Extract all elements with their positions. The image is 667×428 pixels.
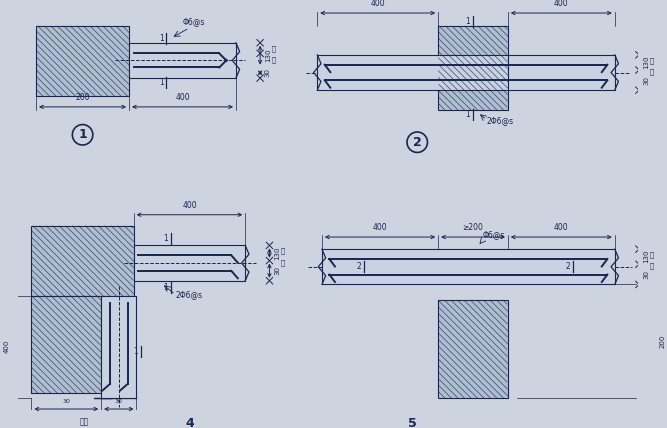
Bar (31, 226, 133, 296)
Text: 2: 2 (356, 262, 361, 271)
Text: 面: 面 (271, 56, 275, 63)
Text: Φ6@s: Φ6@s (482, 230, 505, 239)
Text: 面: 面 (650, 68, 654, 75)
Text: 1: 1 (466, 17, 470, 26)
Bar (36, 26, 129, 96)
Text: 5: 5 (408, 417, 417, 428)
Text: 130: 130 (644, 250, 650, 264)
Bar (438, 300, 508, 398)
Text: 400: 400 (373, 223, 388, 232)
Text: 2: 2 (566, 262, 570, 271)
Text: 130: 130 (274, 246, 280, 260)
Text: 2: 2 (413, 136, 422, 149)
Text: 2Φ6@s: 2Φ6@s (487, 116, 514, 125)
Bar (129, 43, 236, 78)
Bar (31, 296, 101, 393)
Text: 断: 断 (271, 45, 275, 52)
Bar (133, 245, 245, 281)
Text: 30: 30 (644, 270, 650, 279)
Text: 1: 1 (159, 78, 163, 87)
Bar (508, 55, 615, 90)
Text: 4: 4 (185, 417, 194, 428)
Text: 400: 400 (554, 0, 569, 9)
Text: 断: 断 (650, 57, 654, 64)
Text: ≥200: ≥200 (463, 223, 484, 232)
Text: 断: 断 (281, 248, 285, 255)
Text: 130: 130 (265, 48, 271, 62)
Text: 400: 400 (370, 0, 385, 9)
Text: 1: 1 (466, 110, 470, 119)
Bar (322, 249, 615, 285)
Text: 400: 400 (175, 93, 190, 102)
Text: 200: 200 (75, 93, 90, 102)
Text: 30: 30 (265, 68, 271, 77)
Text: 30: 30 (115, 399, 123, 404)
Text: 400: 400 (182, 201, 197, 210)
Bar (438, 26, 508, 110)
Text: 30: 30 (644, 76, 650, 85)
Text: 1: 1 (133, 347, 138, 356)
Bar (101, 296, 137, 398)
Text: 断: 断 (650, 252, 654, 258)
Text: 1: 1 (163, 283, 168, 292)
Text: 1: 1 (159, 34, 163, 43)
Text: 200: 200 (660, 334, 666, 348)
Text: 1: 1 (78, 128, 87, 141)
Text: 400: 400 (554, 223, 569, 232)
Text: 30: 30 (274, 266, 280, 275)
Text: 墙厘: 墙厘 (79, 417, 89, 426)
Text: 1: 1 (163, 235, 168, 244)
Text: 面: 面 (650, 263, 654, 269)
Text: 130: 130 (644, 56, 650, 69)
Text: 30: 30 (63, 399, 70, 404)
Text: Φ6@s: Φ6@s (183, 17, 205, 26)
Text: 2Φ6@s: 2Φ6@s (175, 291, 203, 300)
Text: 400: 400 (4, 340, 10, 354)
Bar (317, 55, 508, 90)
Text: 面: 面 (281, 259, 285, 266)
